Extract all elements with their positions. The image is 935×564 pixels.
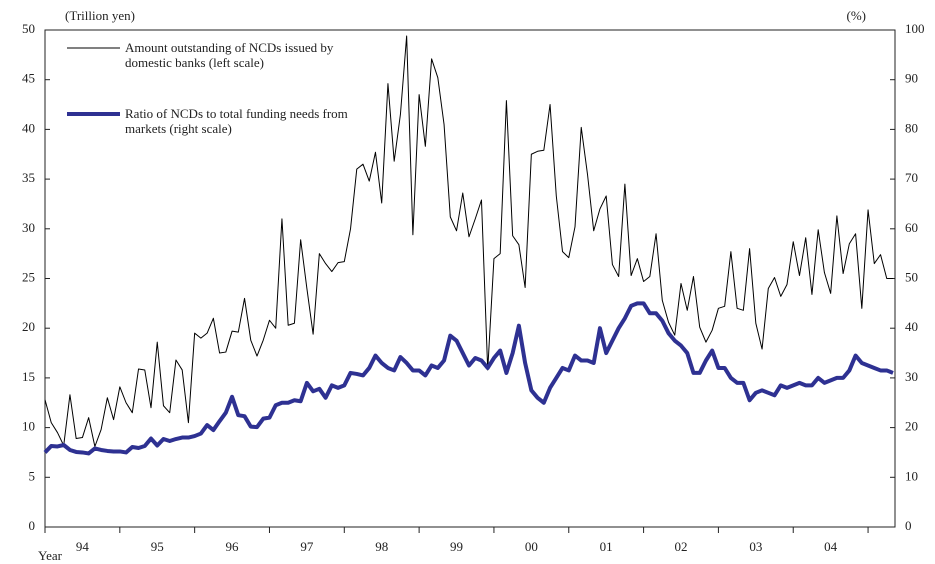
x-tick-label: 99 <box>450 539 463 554</box>
series-line <box>44 35 893 447</box>
y-tick-label: 30 <box>22 220 35 235</box>
x-tick-label: 03 <box>749 539 762 554</box>
x-tick-label: 04 <box>824 539 838 554</box>
x-tick-label: 96 <box>226 539 240 554</box>
y2-tick-label: 10 <box>905 468 918 483</box>
legend-label: Amount outstanding of NCDs issued by dom… <box>125 40 334 70</box>
y-tick-label: 5 <box>29 468 36 483</box>
x-axis-label: Year <box>38 548 63 563</box>
y2-tick-label: 80 <box>905 120 918 135</box>
x-tick-label: 00 <box>525 539 538 554</box>
y2-tick-label: 40 <box>905 319 918 334</box>
y2-tick-label: 0 <box>905 518 912 533</box>
y-tick-label: 50 <box>22 21 35 36</box>
legend-label: Ratio of NCDs to total funding needs fro… <box>125 106 348 136</box>
x-tick-label: 95 <box>151 539 164 554</box>
x-tick-label: 97 <box>300 539 314 554</box>
y2-axis-label: (%) <box>847 8 867 23</box>
y2-tick-label: 90 <box>905 71 918 86</box>
x-tick-label: 94 <box>76 539 90 554</box>
y2-tick-label: 30 <box>905 369 918 384</box>
y2-tick-label: 20 <box>905 419 918 434</box>
y2-tick-label: 70 <box>905 170 918 185</box>
series-line <box>43 301 894 456</box>
x-tick-label: 02 <box>675 539 688 554</box>
y-tick-label: 0 <box>29 518 36 533</box>
y-tick-label: 20 <box>22 319 35 334</box>
y-tick-label: 40 <box>22 120 35 135</box>
plot-frame <box>44 29 896 528</box>
y-tick-label: 35 <box>22 170 35 185</box>
x-tick-label: 98 <box>375 539 388 554</box>
y-tick-label: 10 <box>22 419 35 434</box>
y-tick-label: 25 <box>22 269 35 284</box>
y2-tick-label: 100 <box>905 21 925 36</box>
x-tick-label: 01 <box>600 539 613 554</box>
y2-tick-label: 50 <box>905 269 918 284</box>
y-tick-label: 45 <box>22 71 35 86</box>
y2-tick-label: 60 <box>905 220 918 235</box>
y-axis-label: (Trillion yen) <box>65 8 135 23</box>
y-tick-label: 15 <box>22 369 35 384</box>
